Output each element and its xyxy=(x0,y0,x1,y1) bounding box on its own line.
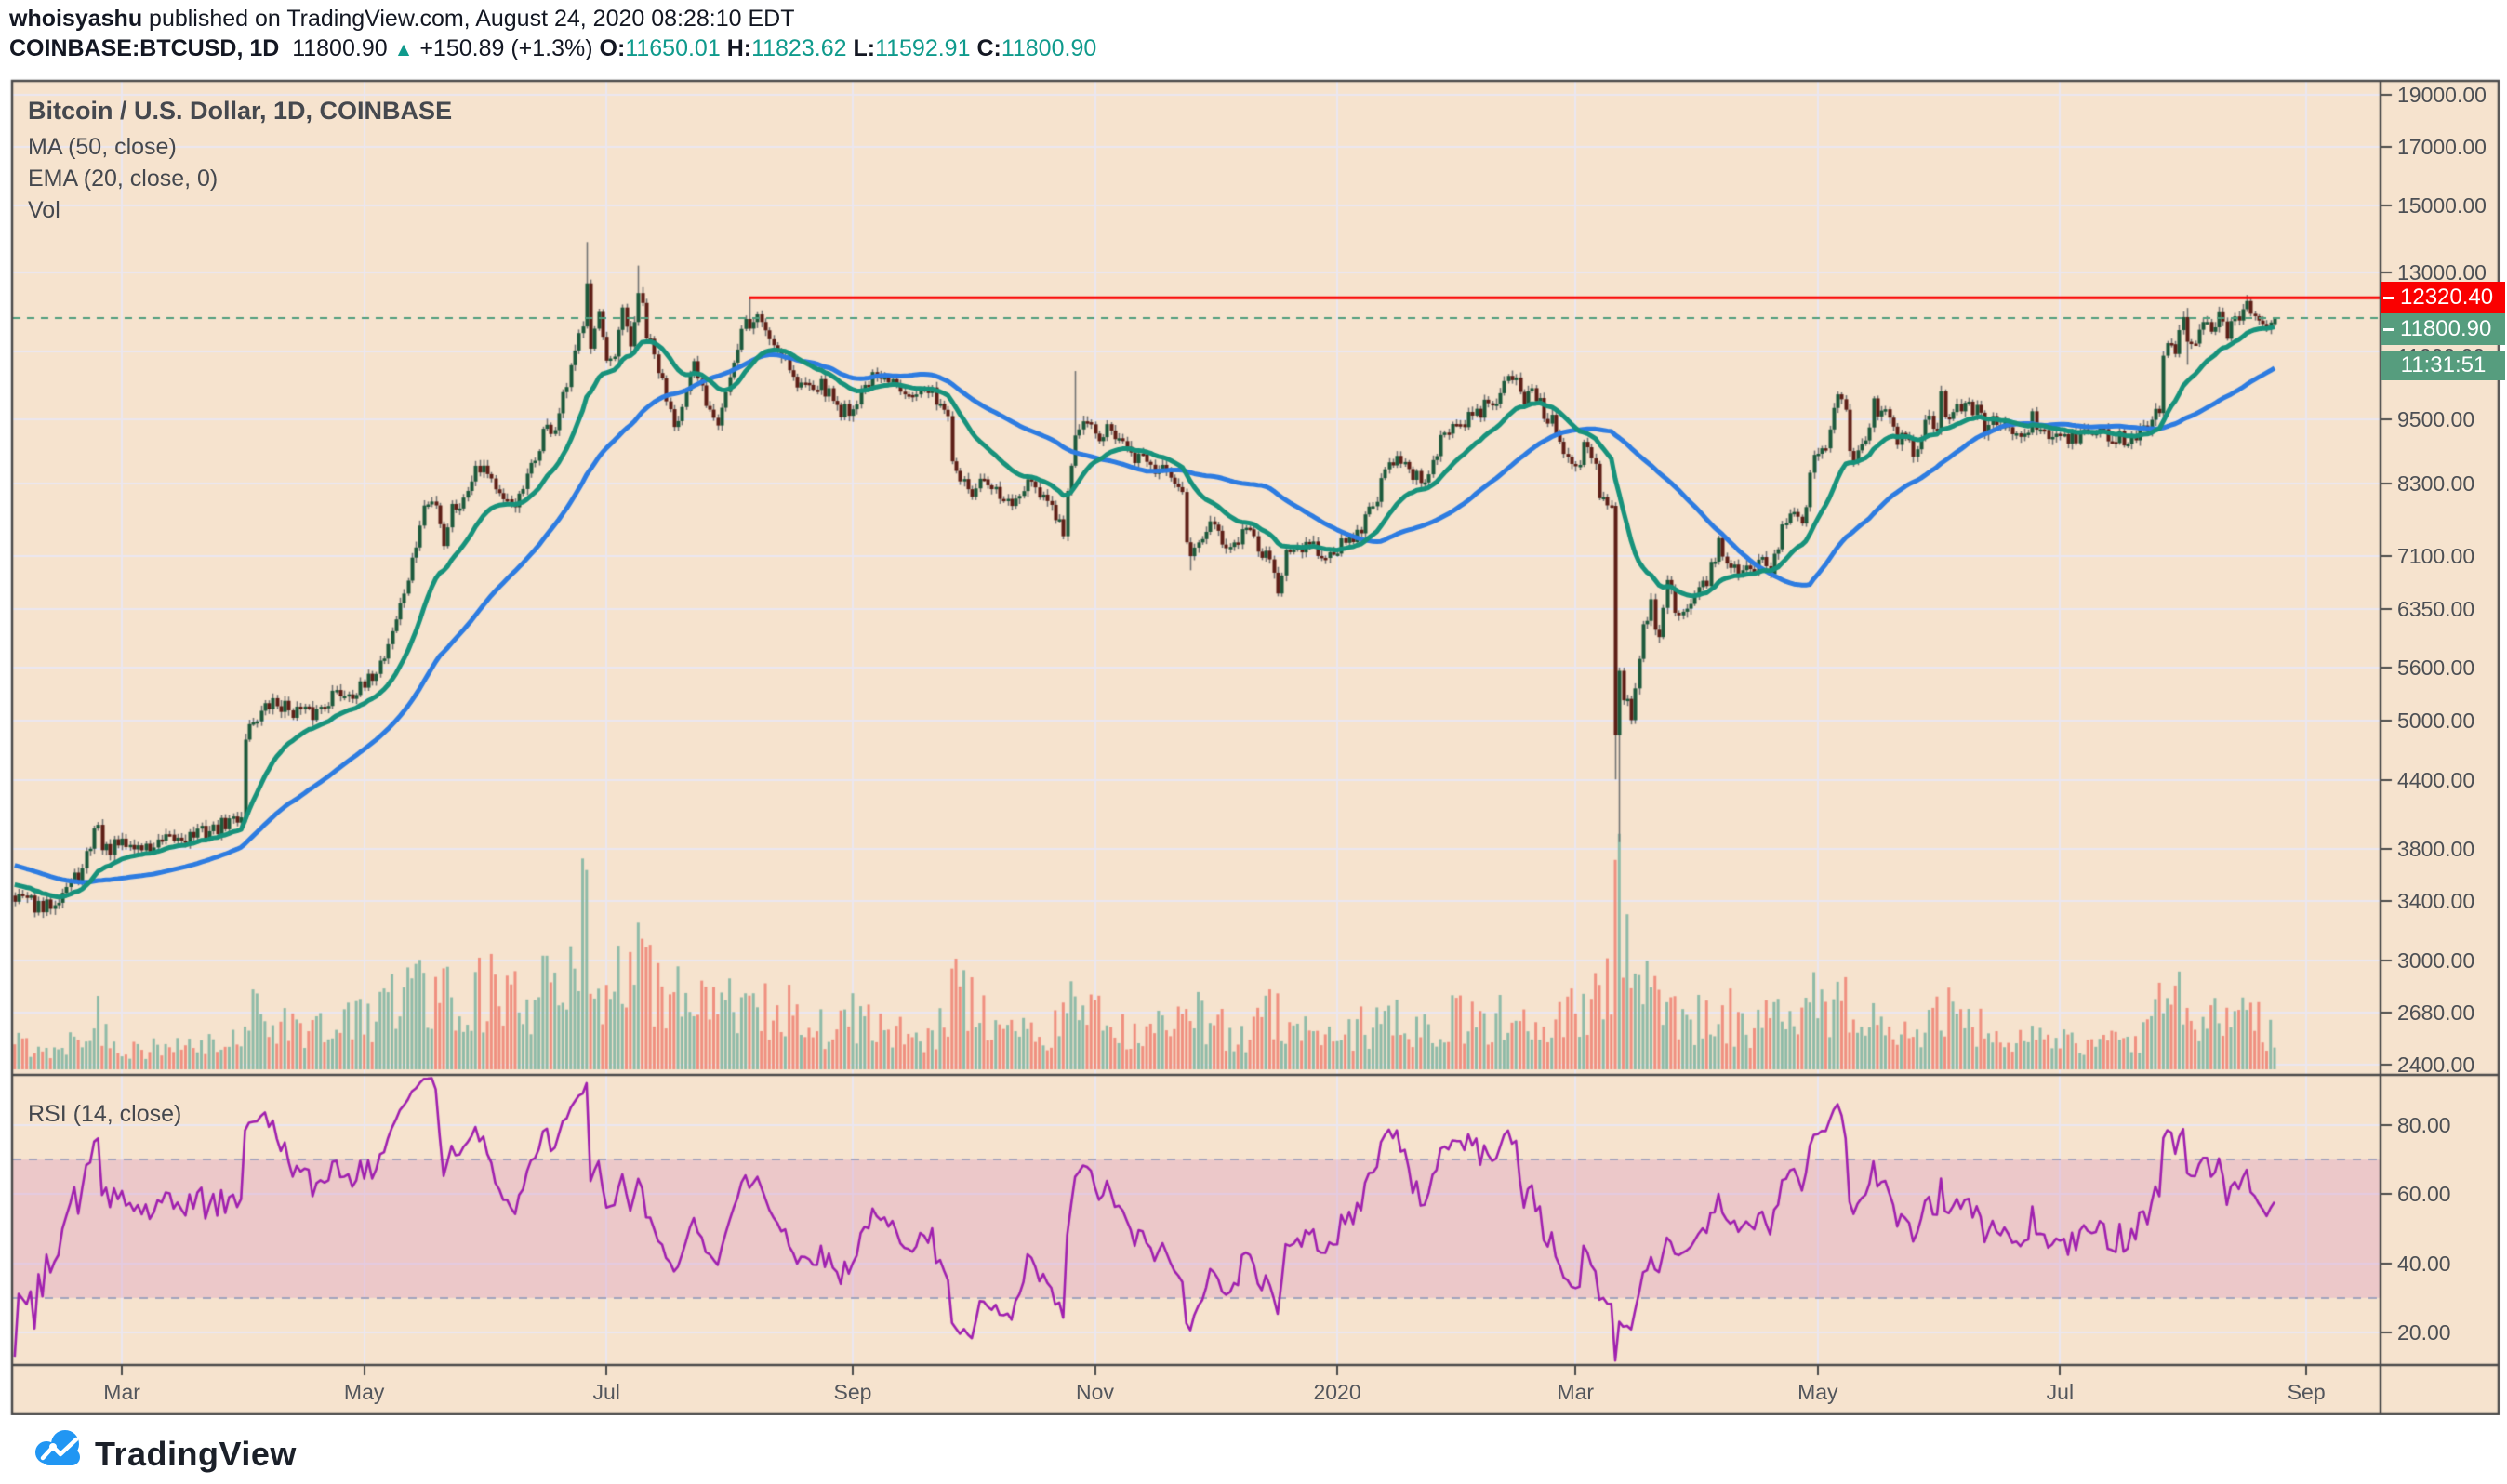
date-axis-label: 2020 xyxy=(1313,1380,1361,1404)
date-axis-label: Mar xyxy=(103,1380,140,1404)
hidden-axis-label: 11000.00 xyxy=(2397,344,2501,352)
footer-bar xyxy=(0,1415,2507,1484)
open-label: O: xyxy=(599,35,626,61)
tradingview-logo-icon[interactable] xyxy=(33,1428,87,1469)
up-arrow-icon: ▲ xyxy=(393,39,414,60)
publish-info: whoisyashu published on TradingView.com,… xyxy=(9,6,795,33)
last-price: 11800.90 xyxy=(292,35,388,61)
username: whoisyashu xyxy=(9,6,143,32)
price-axis-label: 4400.00 xyxy=(2397,768,2475,793)
date-axis-label: Jul xyxy=(592,1380,620,1404)
date-axis-label: May xyxy=(343,1380,385,1404)
tick-dash-icon xyxy=(2383,327,2394,331)
price-axis-label: 3000.00 xyxy=(2397,947,2475,973)
tick-dash-icon xyxy=(2383,296,2394,299)
high-line-price: 12320.40 xyxy=(2400,285,2494,310)
tradingview-brand-name[interactable]: TradingView xyxy=(95,1435,297,1473)
indicator-rsi-legend[interactable]: RSI (14, close) xyxy=(28,1101,182,1127)
price-change: +150.89 (+1.3%) xyxy=(419,35,593,61)
price-axis-label: 15000.00 xyxy=(2397,193,2487,219)
rsi-axis-label: 60.00 xyxy=(2397,1182,2451,1207)
rsi-axis-label: 40.00 xyxy=(2397,1251,2451,1276)
price-axis-label: 8300.00 xyxy=(2397,470,2475,496)
price-axis-label: 5600.00 xyxy=(2397,655,2475,680)
price-axis-label: 5000.00 xyxy=(2397,708,2475,733)
bar-countdown-badge: 11:31:51 xyxy=(2381,351,2505,380)
price-axis-label: 2680.00 xyxy=(2397,1000,2475,1026)
symbol-name: COINBASE:BTCUSD, 1D xyxy=(9,35,280,61)
close-label: C: xyxy=(976,35,1001,61)
last-price-badge: 11800.90 xyxy=(2381,313,2505,345)
symbol-ohlc-row: COINBASE:BTCUSD, 1D 11800.90 ▲ +150.89 (… xyxy=(9,35,1096,62)
date-axis-label: Nov xyxy=(1076,1380,1114,1404)
price-axis-label: 19000.00 xyxy=(2397,83,2487,107)
countdown-timer: 11:31:51 xyxy=(2400,352,2487,378)
high-value: 11823.62 xyxy=(751,35,847,61)
high-line-price-badge: 12320.40 xyxy=(2381,282,2505,313)
date-axis-label: Mar xyxy=(1557,1380,1595,1404)
date-axis-label: Jul xyxy=(2046,1380,2075,1404)
close-value: 11800.90 xyxy=(1001,35,1097,61)
date-axis-label: Sep xyxy=(833,1380,872,1404)
open-value: 11650.01 xyxy=(625,35,721,61)
indicator-ma50-legend[interactable]: MA (50, close) xyxy=(28,134,177,160)
price-axis-label: 17000.00 xyxy=(2397,135,2487,160)
rsi-axis-label: 20.00 xyxy=(2397,1320,2451,1345)
chart-title[interactable]: Bitcoin / U.S. Dollar, 1D, COINBASE xyxy=(28,97,453,125)
last-price-value: 11800.90 xyxy=(2400,316,2492,341)
date-axis-label: May xyxy=(1797,1380,1838,1404)
price-axis-label: 3800.00 xyxy=(2397,837,2475,862)
price-axis-label: 13000.00 xyxy=(2397,260,2487,285)
indicator-ema20-legend[interactable]: EMA (20, close, 0) xyxy=(28,166,219,192)
price-axis-label: 6350.00 xyxy=(2397,596,2475,621)
date-axis-label: Sep xyxy=(2287,1380,2326,1404)
price-axis-label: 2400.00 xyxy=(2397,1053,2475,1077)
low-value: 11592.91 xyxy=(875,35,971,61)
price-axis-label: 9500.00 xyxy=(2397,407,2475,432)
publish-text: published on TradingView.com, August 24,… xyxy=(142,6,795,32)
price-axis-label: 7100.00 xyxy=(2397,544,2475,569)
high-label: H: xyxy=(726,35,752,61)
price-axis-label: 3400.00 xyxy=(2397,889,2475,914)
low-label: L: xyxy=(853,35,876,61)
indicator-vol-legend[interactable]: Vol xyxy=(28,197,60,223)
rsi-axis-label: 80.00 xyxy=(2397,1113,2451,1137)
